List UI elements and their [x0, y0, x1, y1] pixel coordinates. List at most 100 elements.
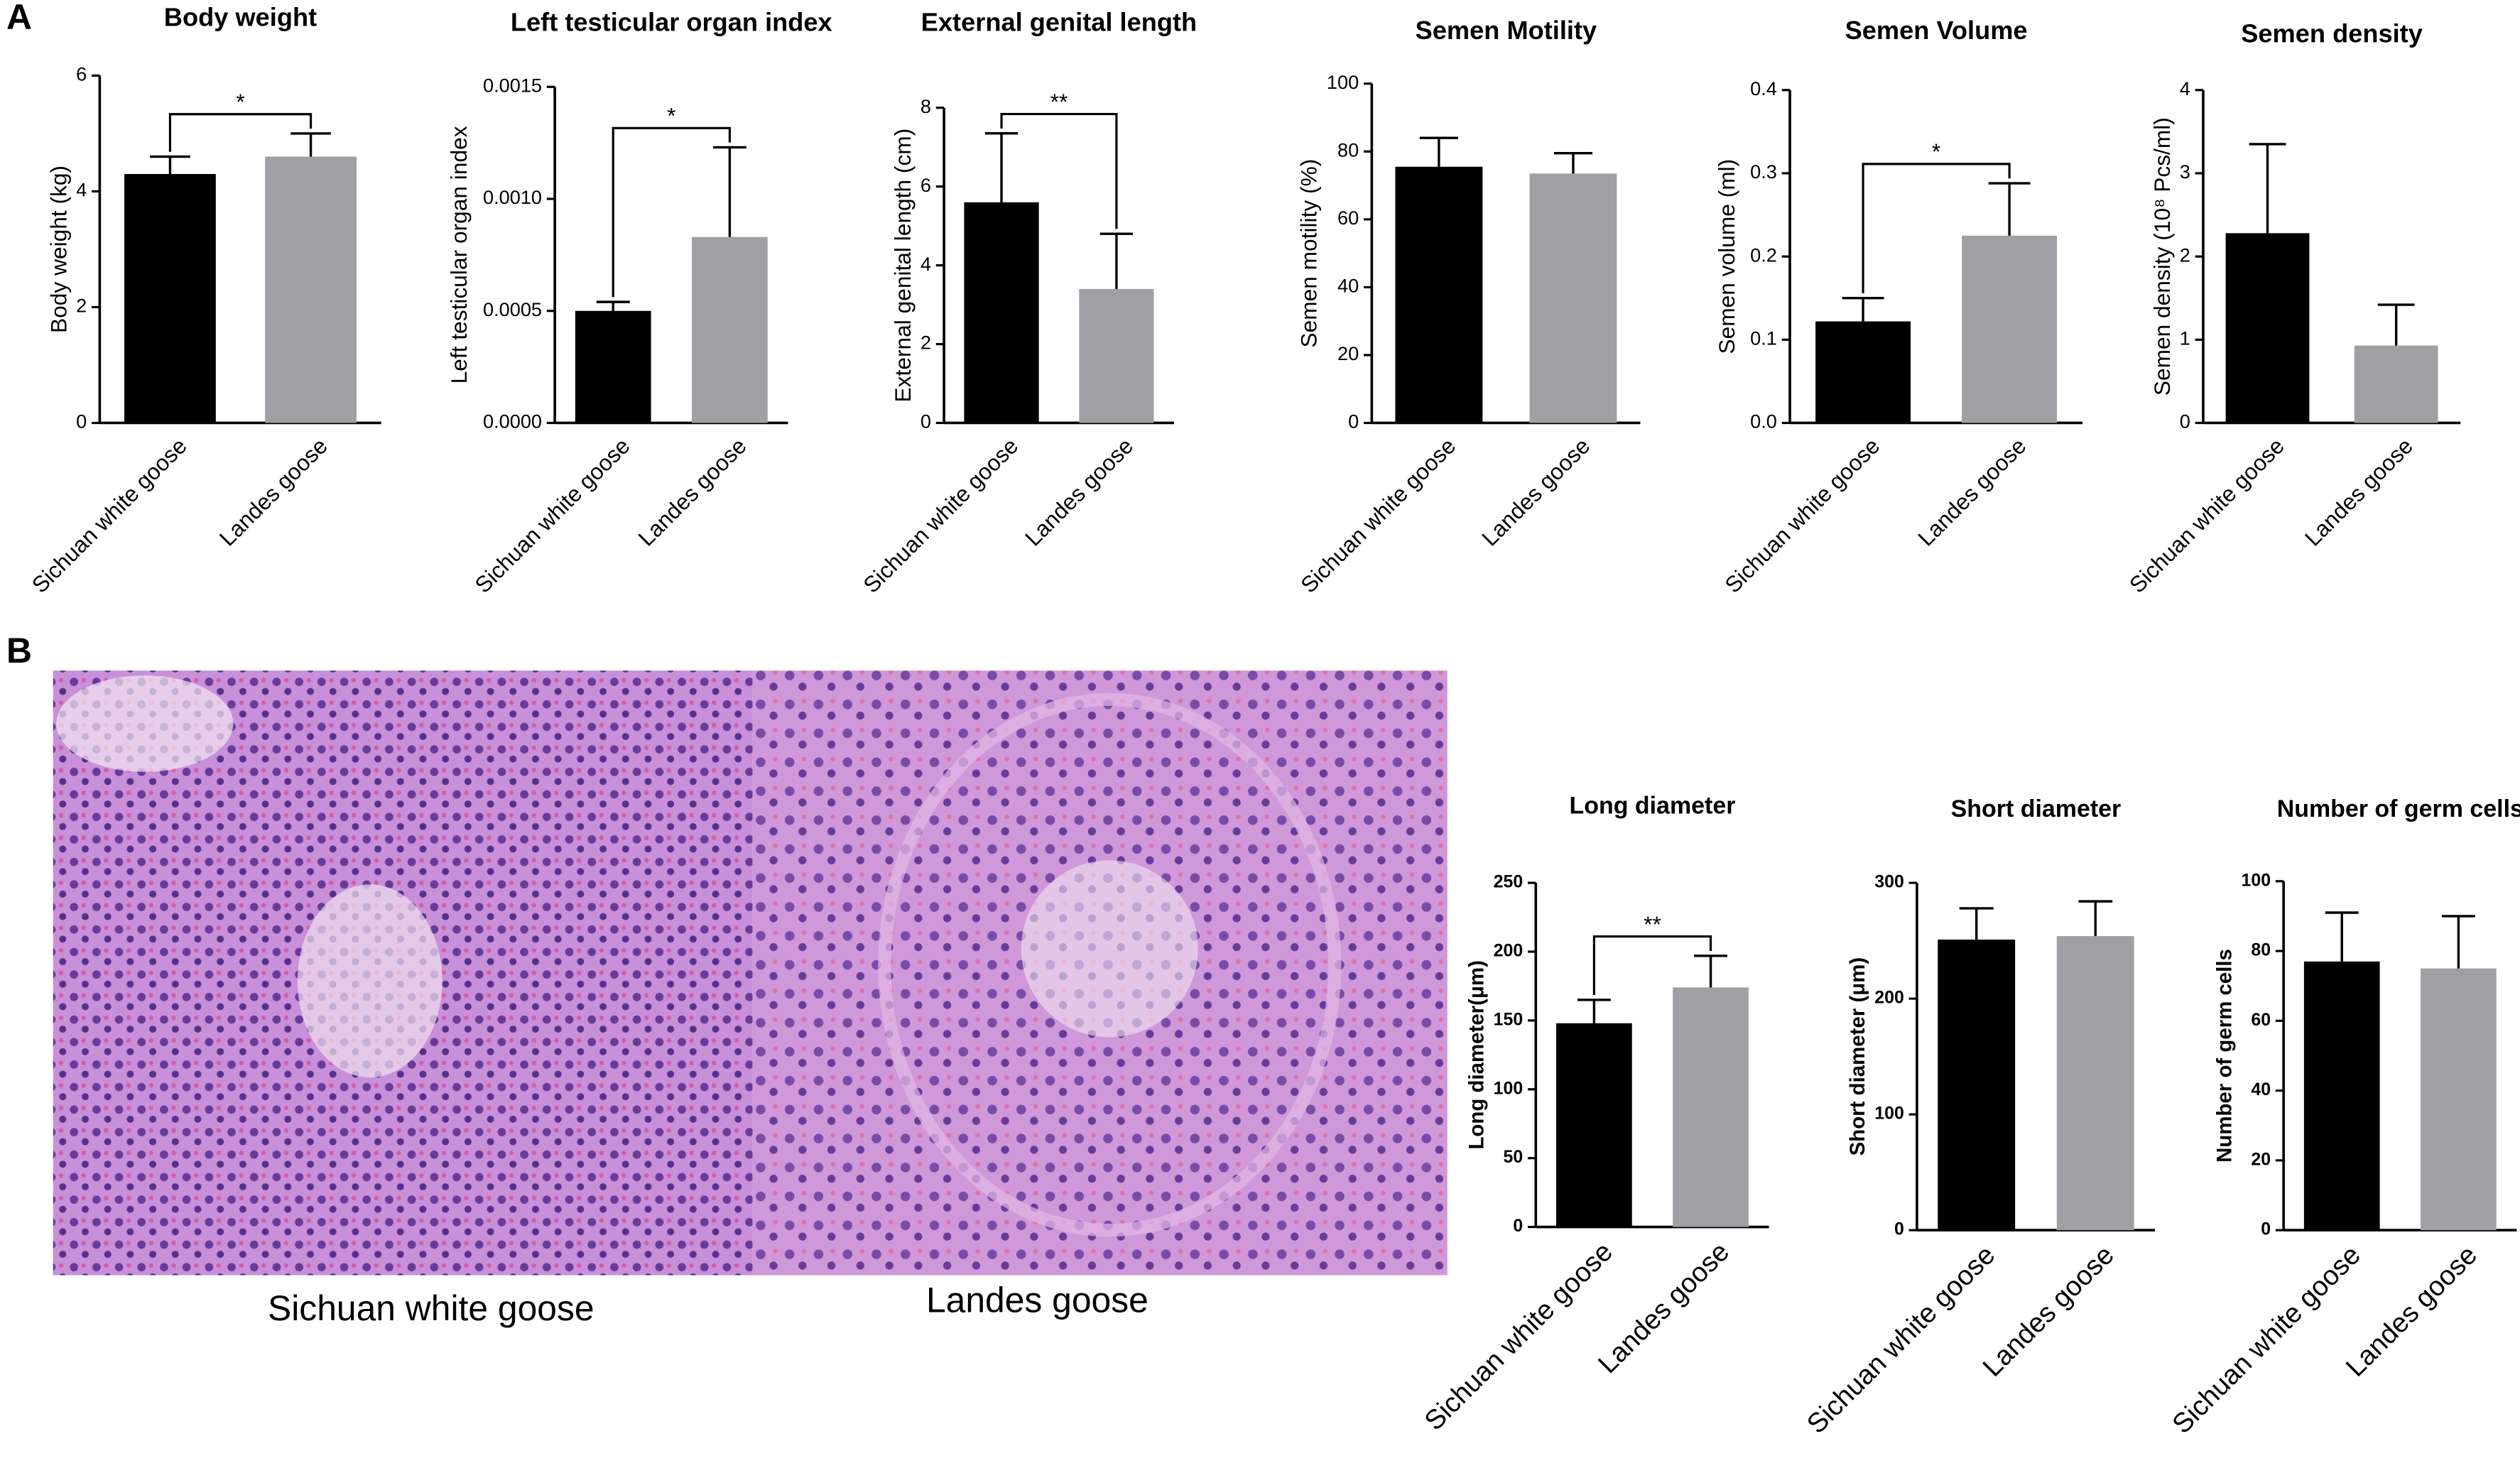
x-tick-label: Landes goose	[1913, 433, 2031, 550]
y-tick-label: 8	[920, 95, 931, 117]
bar	[1938, 939, 2016, 1231]
y-axis-label: External genital length (cm)	[890, 129, 916, 403]
chart: Body weight 0 2 4 6 Body weight (kg) Sichuan w…	[27, 3, 381, 598]
y-axis-label: Semen density (10⁸ Pcs/ml)	[2149, 117, 2175, 396]
y-tick-label: 0.4	[1750, 77, 1777, 99]
y-tick-label: 4	[76, 179, 87, 201]
y-tick-label: 0.1	[1750, 327, 1777, 349]
error-bar	[1959, 907, 1994, 940]
bar	[1815, 321, 1911, 423]
x-tick-label: Sichuan white goose	[2166, 1239, 2367, 1440]
y-tick-label: 60	[1337, 207, 1359, 229]
image-caption: Sichuan white goose	[268, 1288, 594, 1328]
bar	[2421, 968, 2497, 1231]
chart: Semen Motility 0 20 40 60 80 100 Semen motility…	[1296, 16, 1641, 598]
y-tick-label: 0.0	[1750, 411, 1777, 433]
bar	[575, 310, 651, 423]
y-tick-label: 200	[1874, 988, 1904, 1008]
bar	[124, 173, 216, 423]
chart: Number of germ cells 0 20 40 60 80 100 Number o…	[2166, 795, 2520, 1440]
chart: Long diameter 0 50 100 150 200 250 Long diamete…	[1419, 793, 1769, 1437]
y-tick-label: 40	[2251, 1080, 2271, 1099]
error-bar	[712, 146, 746, 237]
y-tick-label: 100	[1327, 71, 1359, 93]
bar	[1395, 166, 1483, 423]
error-bar	[1577, 999, 1611, 1023]
y-tick-label: 0	[1348, 411, 1359, 433]
y-tick-label: 100	[1874, 1104, 1904, 1124]
y-tick-label: 20	[2251, 1149, 2271, 1169]
bar	[1556, 1023, 1632, 1227]
error-bar	[2325, 911, 2359, 962]
x-tick-label: Landes goose	[1020, 433, 1138, 550]
y-tick-label: 100	[1494, 1078, 1524, 1098]
bar	[2225, 233, 2310, 423]
y-tick-label: 0.3	[1750, 161, 1777, 183]
chart: Semen Volume 0.0 0.1 0.2 0.3 0.4 Semen volume …	[1714, 16, 2083, 598]
y-tick-label: 2	[2180, 244, 2190, 266]
chart-title: Left testicular organ index	[511, 8, 832, 37]
y-tick-label: 0.2	[1750, 244, 1777, 266]
y-tick-label: 80	[2251, 940, 2271, 960]
chart-title: Body weight	[164, 3, 317, 32]
significance-bracket	[612, 126, 731, 298]
bar	[265, 156, 357, 423]
error-bar	[2377, 303, 2415, 346]
x-tick-label: Sichuan white goose	[469, 433, 634, 597]
significance-label: *	[236, 89, 244, 114]
chart: Left testicular organ index 0.0000 0.0005 0…	[446, 8, 832, 598]
chart-title: Number of germ cells	[2277, 795, 2520, 822]
bar	[2303, 961, 2380, 1231]
y-tick-label: 1	[2180, 327, 2190, 349]
y-axis-label: Number of germ cells	[2212, 949, 2236, 1163]
error-bar	[596, 300, 630, 311]
x-tick-label: Landes goose	[2300, 433, 2418, 550]
histology-images	[53, 670, 1448, 1276]
chart-title: External genital length	[921, 8, 1197, 37]
y-tick-label: 0.0005	[483, 298, 542, 320]
y-tick-label: 0	[920, 411, 931, 433]
error-bar	[1988, 182, 2031, 236]
lumen	[297, 884, 442, 1078]
lumen	[56, 675, 234, 772]
y-tick-label: 100	[2242, 870, 2271, 890]
y-tick-label: 250	[1494, 872, 1524, 892]
y-tick-label: 6	[920, 174, 931, 196]
error-bar	[1099, 232, 1134, 289]
error-bar	[1694, 955, 1728, 988]
significance-label: *	[1932, 138, 1940, 164]
error-bar	[984, 132, 1019, 202]
y-tick-label: 6	[76, 63, 87, 85]
bar	[1079, 288, 1154, 423]
bar	[692, 237, 768, 423]
y-tick-label: 0	[76, 411, 87, 433]
x-tick-label: Sichuan white goose	[2124, 433, 2289, 597]
y-axis-label: Body weight (kg)	[45, 165, 71, 333]
bar	[2056, 936, 2134, 1231]
x-tick-label: Sichuan white goose	[1419, 1236, 1619, 1437]
y-tick-label: 0	[1513, 1216, 1523, 1236]
significance-label: **	[1644, 911, 1661, 937]
y-tick-label: 4	[920, 253, 931, 275]
chart-title: Semen density	[2241, 18, 2423, 48]
bar	[1529, 173, 1617, 423]
bar	[2354, 345, 2438, 423]
x-tick-label: Sichuan white goose	[1296, 433, 1460, 597]
y-tick-label: 40	[1337, 275, 1359, 297]
y-tick-label: 0.0000	[483, 411, 542, 433]
y-tick-label: 0	[1894, 1219, 1904, 1239]
chart-title: Semen Motility	[1416, 16, 1597, 45]
error-bar	[2441, 915, 2475, 969]
x-tick-label: Sichuan white goose	[858, 433, 1023, 597]
bar	[1673, 987, 1749, 1227]
y-axis-label: Long diameter(μm)	[1465, 960, 1488, 1149]
y-tick-label: 300	[1874, 872, 1904, 892]
chart-title: Semen Volume	[1845, 16, 2028, 45]
y-tick-label: 20	[1337, 342, 1359, 364]
y-tick-label: 2	[76, 295, 87, 317]
x-tick-label: Landes goose	[1477, 433, 1595, 550]
